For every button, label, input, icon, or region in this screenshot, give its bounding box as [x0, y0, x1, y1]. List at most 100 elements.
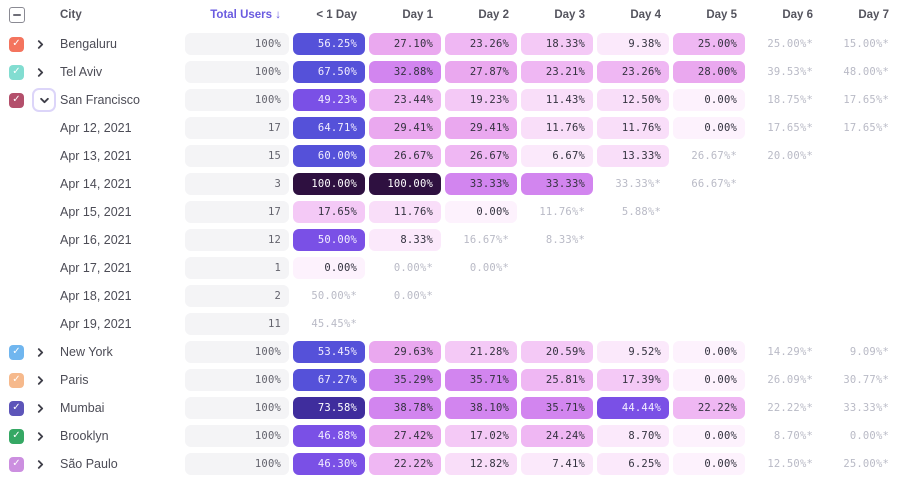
retention-pill[interactable]: 26.67%: [445, 145, 517, 167]
retention-pill[interactable]: 12.50%: [597, 89, 669, 111]
projected-value: 0.00%*: [849, 430, 889, 442]
retention-cell: 0.00%: [673, 453, 749, 475]
row-checkbox[interactable]: ✓: [9, 92, 24, 108]
retention-pill[interactable]: 46.88%: [293, 425, 365, 447]
retention-pill[interactable]: 29.41%: [445, 117, 517, 139]
column-header-city[interactable]: City: [60, 9, 82, 21]
row-checkbox[interactable]: ✓: [9, 428, 24, 444]
retention-pill[interactable]: 29.63%: [369, 341, 441, 363]
column-header-day-6[interactable]: Day 6: [782, 9, 813, 21]
retention-pill[interactable]: 0.00%: [445, 201, 517, 223]
retention-cell: 11.76%*: [521, 201, 597, 223]
column-header-total-users[interactable]: Total Users ↓: [210, 9, 281, 21]
retention-pill[interactable]: 25.81%: [521, 369, 593, 391]
retention-pill[interactable]: 49.23%: [293, 89, 365, 111]
retention-pill[interactable]: 23.26%: [597, 61, 669, 83]
retention-pill[interactable]: 23.26%: [445, 33, 517, 55]
retention-pill[interactable]: 29.41%: [369, 117, 441, 139]
expand-chevron-right-icon[interactable]: [36, 347, 45, 357]
retention-pill[interactable]: 46.30%: [293, 453, 365, 475]
column-header-day-7[interactable]: Day 7: [858, 9, 889, 21]
retention-pill[interactable]: 11.43%: [521, 89, 593, 111]
retention-pill[interactable]: 38.78%: [369, 397, 441, 419]
row-checkbox[interactable]: ✓: [9, 344, 24, 360]
retention-pill[interactable]: 25.00%: [673, 33, 745, 55]
retention-pill[interactable]: 27.10%: [369, 33, 441, 55]
column-header-day-1[interactable]: Day 1: [402, 9, 433, 21]
retention-pill[interactable]: 17.39%: [597, 369, 669, 391]
retention-pill[interactable]: 60.00%: [293, 145, 365, 167]
retention-pill[interactable]: 11.76%: [369, 201, 441, 223]
row-checkbox[interactable]: ✓: [9, 36, 24, 52]
retention-pill[interactable]: 24.24%: [521, 425, 593, 447]
retention-pill[interactable]: 20.59%: [521, 341, 593, 363]
retention-pill[interactable]: 27.42%: [369, 425, 441, 447]
retention-pill[interactable]: 35.71%: [445, 369, 517, 391]
retention-pill[interactable]: 8.33%: [369, 229, 441, 251]
retention-pill[interactable]: 38.10%: [445, 397, 517, 419]
retention-pill[interactable]: 64.71%: [293, 117, 365, 139]
row-checkbox[interactable]: ✓: [9, 456, 24, 472]
retention-pill[interactable]: 0.00%: [293, 257, 365, 279]
column-header--1-day[interactable]: < 1 Day: [316, 9, 357, 21]
retention-pill[interactable]: 13.33%: [597, 145, 669, 167]
retention-pill[interactable]: 7.41%: [521, 453, 593, 475]
retention-pill[interactable]: 28.00%: [673, 61, 745, 83]
retention-pill[interactable]: 35.29%: [369, 369, 441, 391]
retention-pill[interactable]: 12.82%: [445, 453, 517, 475]
retention-pill[interactable]: 53.45%: [293, 341, 365, 363]
retention-pill[interactable]: 6.25%: [597, 453, 669, 475]
retention-pill[interactable]: 22.22%: [369, 453, 441, 475]
retention-pill[interactable]: 21.28%: [445, 341, 517, 363]
column-header-day-3[interactable]: Day 3: [554, 9, 585, 21]
expand-chevron-right-icon[interactable]: [36, 67, 45, 77]
retention-pill[interactable]: 0.00%: [673, 117, 745, 139]
expand-chevron-right-icon[interactable]: [36, 431, 45, 441]
expand-chevron-right-icon[interactable]: [36, 39, 45, 49]
retention-pill[interactable]: 100.00%: [293, 173, 365, 195]
retention-pill[interactable]: 33.33%: [445, 173, 517, 195]
expand-chevron-right-icon[interactable]: [36, 375, 45, 385]
retention-pill[interactable]: 32.88%: [369, 61, 441, 83]
retention-pill[interactable]: 67.50%: [293, 61, 365, 83]
row-checkbox[interactable]: ✓: [9, 372, 24, 388]
retention-pill[interactable]: 50.00%: [293, 229, 365, 251]
retention-pill[interactable]: 9.38%: [597, 33, 669, 55]
collapse-chevron-down-icon[interactable]: [32, 88, 56, 112]
retention-pill[interactable]: 0.00%: [673, 369, 745, 391]
retention-pill[interactable]: 27.87%: [445, 61, 517, 83]
column-header-day-4[interactable]: Day 4: [630, 9, 661, 21]
column-header-day-2[interactable]: Day 2: [478, 9, 509, 21]
retention-pill[interactable]: 17.02%: [445, 425, 517, 447]
retention-pill[interactable]: 35.71%: [521, 397, 593, 419]
retention-pill[interactable]: 56.25%: [293, 33, 365, 55]
expand-chevron-right-icon[interactable]: [36, 403, 45, 413]
row-checkbox[interactable]: ✓: [9, 400, 24, 416]
retention-pill[interactable]: 11.76%: [597, 117, 669, 139]
retention-pill[interactable]: 23.21%: [521, 61, 593, 83]
retention-pill[interactable]: 9.52%: [597, 341, 669, 363]
retention-pill[interactable]: 44.44%: [597, 397, 669, 419]
expand-chevron-right-icon[interactable]: [36, 459, 45, 469]
retention-pill[interactable]: 22.22%: [673, 397, 745, 419]
retention-pill[interactable]: 67.27%: [293, 369, 365, 391]
retention-pill[interactable]: 100.00%: [369, 173, 441, 195]
retention-pill[interactable]: 73.58%: [293, 397, 365, 419]
retention-pill[interactable]: 33.33%: [521, 173, 593, 195]
retention-pill[interactable]: 23.44%: [369, 89, 441, 111]
retention-pill[interactable]: 8.70%: [597, 425, 669, 447]
retention-pill[interactable]: 18.33%: [521, 33, 593, 55]
retention-pill[interactable]: 0.00%: [673, 89, 745, 111]
table-body: ✓ Bengaluru 100% 56.25% 27.10% 23.26% 18.33% 9.…: [0, 30, 920, 478]
row-checkbox[interactable]: ✓: [9, 64, 24, 80]
retention-pill[interactable]: 11.76%: [521, 117, 593, 139]
column-header-day-5[interactable]: Day 5: [706, 9, 737, 21]
retention-pill[interactable]: 0.00%: [673, 453, 745, 475]
select-all-checkbox[interactable]: [9, 7, 25, 23]
retention-pill[interactable]: 0.00%: [673, 425, 745, 447]
retention-pill[interactable]: 0.00%: [673, 341, 745, 363]
retention-pill[interactable]: 17.65%: [293, 201, 365, 223]
retention-pill[interactable]: 26.67%: [369, 145, 441, 167]
retention-pill[interactable]: 6.67%: [521, 145, 593, 167]
retention-pill[interactable]: 19.23%: [445, 89, 517, 111]
